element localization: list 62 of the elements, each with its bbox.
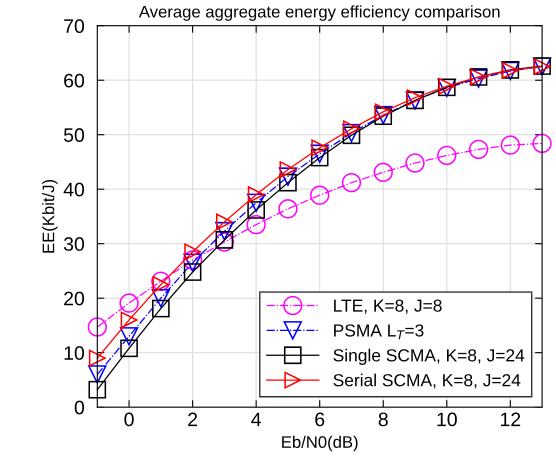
point (468, 140, 488, 160)
point (278, 199, 298, 218)
x-axis-title: Eb/N0(dB) (282, 436, 358, 452)
point (246, 214, 266, 234)
point (88, 317, 107, 337)
legend-label: LTE, K=8, J=8 (334, 299, 442, 314)
point (311, 139, 328, 156)
point (247, 201, 265, 219)
x-tick-label: 4 (251, 412, 261, 426)
y-axis-title: EE(Kbit/J) (42, 180, 58, 253)
point (152, 288, 170, 308)
point (120, 312, 138, 328)
y-tick-label: 40 (64, 182, 84, 196)
point (216, 213, 233, 230)
point (152, 300, 170, 318)
point (374, 103, 392, 120)
y-tick-label: 10 (64, 346, 84, 360)
point (279, 174, 297, 192)
point (120, 339, 138, 358)
legend-label: PSMA L$_{T}$=3 (334, 324, 424, 340)
point (406, 89, 424, 106)
point (405, 153, 425, 173)
point (280, 161, 296, 178)
point (248, 186, 265, 204)
point (184, 243, 202, 260)
point (500, 135, 520, 155)
point (310, 148, 329, 166)
x-tick-label: 8 (378, 412, 388, 426)
point (310, 144, 329, 164)
x-tick-label: 10 (437, 412, 457, 426)
point (120, 327, 138, 346)
point (152, 276, 170, 293)
legend-label: Single SCMA, K=8, J=24 (333, 348, 524, 365)
point (437, 146, 456, 166)
y-tick-label: 60 (64, 74, 84, 88)
point (278, 167, 298, 186)
y-tick-label: 20 (64, 292, 84, 306)
point (151, 272, 170, 291)
y-tick-label: 50 (64, 128, 84, 142)
y-tick-label: 70 (64, 19, 84, 33)
point (532, 134, 552, 154)
legend-label: Serial SCMA, K=8, J=24 (333, 374, 520, 388)
x-tick-label: 6 (315, 412, 324, 426)
point (88, 365, 107, 384)
point (215, 222, 234, 240)
point (246, 194, 266, 212)
point (374, 162, 393, 182)
point (310, 186, 330, 205)
point (183, 254, 202, 272)
x-tick-label: 2 (188, 412, 198, 426)
point (343, 120, 360, 138)
point (88, 350, 106, 367)
x-tick-label: 0 (124, 412, 134, 426)
point (88, 380, 106, 399)
point (342, 173, 362, 192)
point (184, 263, 202, 281)
x-tick-label: 12 (501, 412, 520, 426)
y-tick-label: 0 (74, 400, 84, 414)
point (182, 250, 202, 270)
y-tick-label: 30 (64, 237, 84, 251)
point (119, 293, 139, 313)
chart-title: Average aggregate energy efficiency comparison (138, 5, 500, 21)
